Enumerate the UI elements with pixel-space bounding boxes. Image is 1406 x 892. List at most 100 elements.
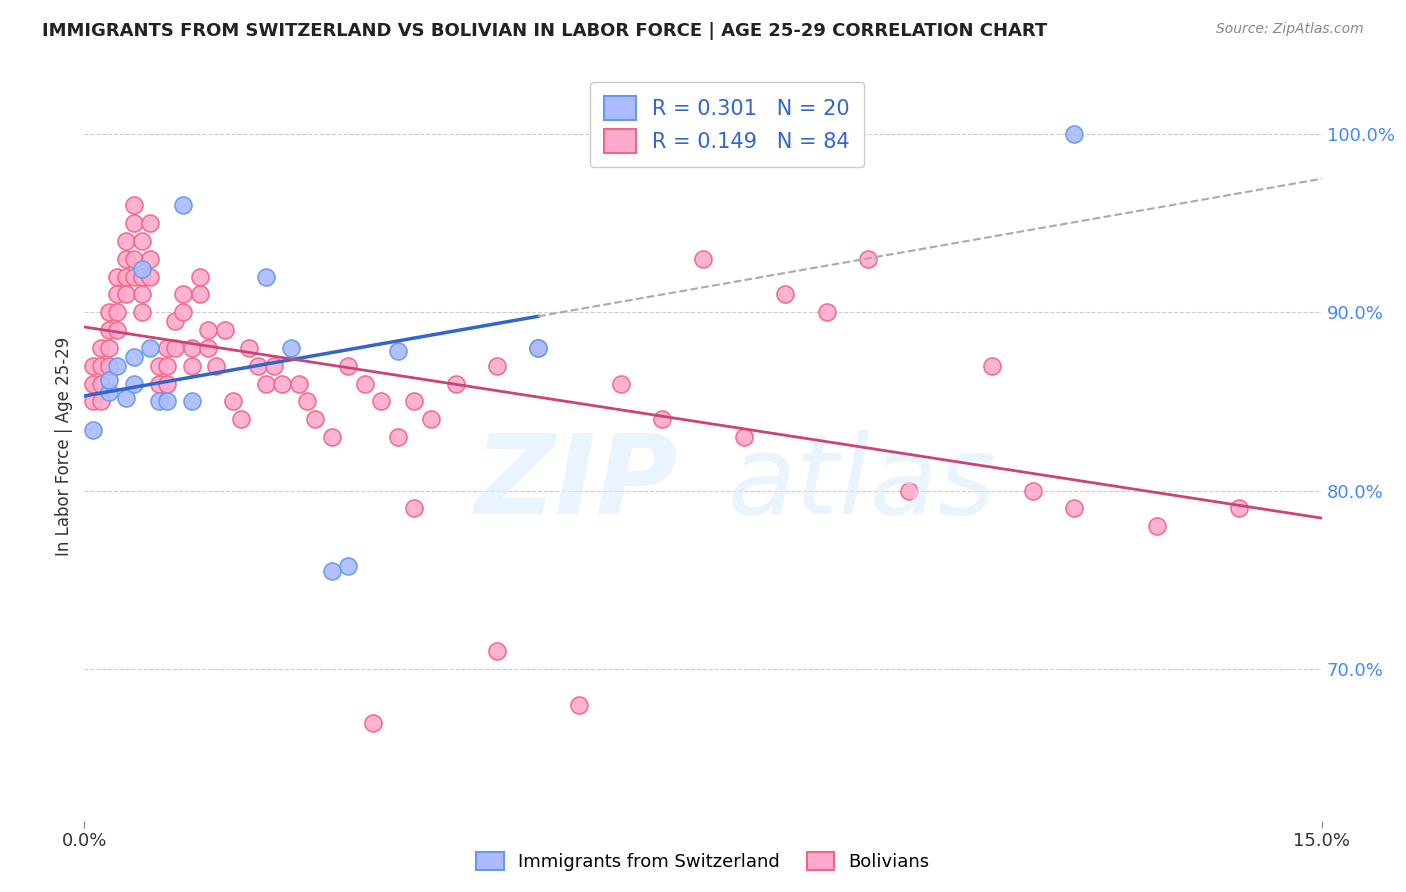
Point [98, 359, 121, 373]
Text: IMMIGRANTS FROM SWITZERLAND VS BOLIVIAN IN LABOR FORCE | AGE 25-29 CORRELATION C: IMMIGRANTS FROM SWITZERLAND VS BOLIVIAN … [42, 22, 1047, 40]
Point [131, 287, 153, 301]
Point [105, 305, 128, 319]
Point [254, 376, 277, 391]
Point [90, 341, 112, 355]
Point [82, 359, 104, 373]
Point [90, 359, 112, 373]
Point [114, 287, 136, 301]
Point [898, 483, 921, 498]
Point [527, 341, 550, 355]
Point [692, 252, 714, 266]
Point [1063, 501, 1085, 516]
Point [114, 391, 136, 405]
Point [139, 269, 162, 284]
Point [197, 341, 219, 355]
Point [82, 394, 104, 409]
Point [609, 376, 631, 391]
Point [733, 430, 755, 444]
Point [188, 269, 211, 284]
Point [114, 234, 136, 248]
Text: ZIP: ZIP [475, 430, 678, 537]
Point [485, 359, 508, 373]
Point [1022, 483, 1045, 498]
Legend: Immigrants from Switzerland, Bolivians: Immigrants from Switzerland, Bolivians [470, 845, 936, 879]
Point [114, 269, 136, 284]
Point [188, 287, 211, 301]
Point [263, 359, 285, 373]
Point [180, 394, 202, 409]
Point [139, 252, 162, 266]
Point [1146, 519, 1168, 533]
Point [180, 359, 202, 373]
Point [90, 394, 112, 409]
Point [131, 305, 153, 319]
Point [568, 698, 591, 712]
Text: Source: ZipAtlas.com: Source: ZipAtlas.com [1216, 22, 1364, 37]
Point [131, 234, 153, 248]
Point [651, 412, 673, 426]
Point [131, 269, 153, 284]
Point [98, 385, 121, 400]
Y-axis label: In Labor Force | Age 25-29: In Labor Force | Age 25-29 [55, 336, 73, 556]
Point [214, 323, 236, 337]
Point [980, 359, 1002, 373]
Point [815, 305, 838, 319]
Point [156, 341, 179, 355]
Point [321, 564, 343, 578]
Point [180, 341, 202, 355]
Point [105, 287, 128, 301]
Point [205, 359, 228, 373]
Point [1063, 127, 1085, 141]
Point [98, 323, 121, 337]
Point [238, 341, 260, 355]
Point [122, 198, 145, 212]
Point [444, 376, 467, 391]
Point [271, 376, 294, 391]
Point [321, 430, 343, 444]
Point [122, 350, 145, 364]
Point [156, 359, 179, 373]
Point [280, 341, 302, 355]
Point [404, 501, 426, 516]
Point [90, 376, 112, 391]
Point [387, 430, 409, 444]
Point [105, 269, 128, 284]
Point [172, 287, 194, 301]
Point [370, 394, 392, 409]
Point [148, 394, 170, 409]
Point [172, 305, 194, 319]
Point [114, 252, 136, 266]
Point [172, 198, 194, 212]
Point [82, 376, 104, 391]
Point [105, 323, 128, 337]
Point [122, 216, 145, 230]
Point [246, 359, 269, 373]
Point [337, 558, 360, 573]
Point [775, 287, 797, 301]
Point [404, 394, 426, 409]
Point [856, 252, 879, 266]
Point [485, 644, 508, 658]
Point [527, 341, 550, 355]
Point [337, 359, 360, 373]
Point [387, 344, 409, 359]
Point [229, 412, 252, 426]
Text: atlas: atlas [728, 430, 997, 537]
Point [361, 715, 384, 730]
Point [122, 252, 145, 266]
Point [98, 373, 121, 387]
Point [165, 314, 187, 328]
Point [98, 305, 121, 319]
Point [304, 412, 326, 426]
Point [1227, 501, 1250, 516]
Point [139, 216, 162, 230]
Point [148, 359, 170, 373]
Point [353, 376, 375, 391]
Point [82, 423, 104, 437]
Point [295, 394, 318, 409]
Point [156, 394, 179, 409]
Point [105, 359, 128, 373]
Point [419, 412, 441, 426]
Point [165, 341, 187, 355]
Point [131, 262, 153, 277]
